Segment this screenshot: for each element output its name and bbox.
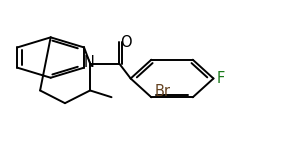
- Text: O: O: [120, 35, 131, 50]
- Text: F: F: [217, 71, 225, 86]
- Text: N: N: [83, 55, 94, 70]
- Text: Br: Br: [154, 84, 170, 99]
